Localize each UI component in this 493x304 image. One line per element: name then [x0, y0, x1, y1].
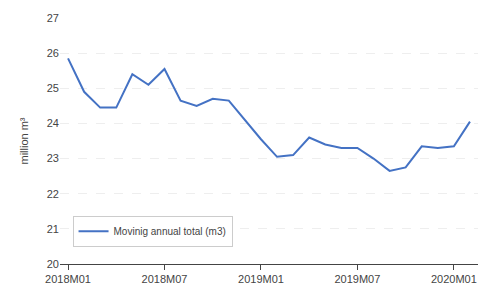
svg-text:26: 26 — [47, 47, 59, 59]
svg-text:2018M01: 2018M01 — [45, 273, 91, 285]
svg-text:27: 27 — [47, 12, 59, 24]
svg-text:22: 22 — [47, 188, 59, 200]
svg-text:Movinig annual total (m3): Movinig annual total (m3) — [114, 226, 226, 237]
svg-text:2018M07: 2018M07 — [142, 273, 188, 285]
svg-text:25: 25 — [47, 82, 59, 94]
svg-text:2020M01: 2020M01 — [431, 273, 477, 285]
svg-text:2019M07: 2019M07 — [334, 273, 380, 285]
svg-text:20: 20 — [47, 258, 59, 270]
svg-text:million m³: million m³ — [18, 117, 30, 164]
svg-text:21: 21 — [47, 223, 59, 235]
svg-text:23: 23 — [47, 152, 59, 164]
svg-text:2019M01: 2019M01 — [238, 273, 284, 285]
svg-text:24: 24 — [47, 117, 59, 129]
